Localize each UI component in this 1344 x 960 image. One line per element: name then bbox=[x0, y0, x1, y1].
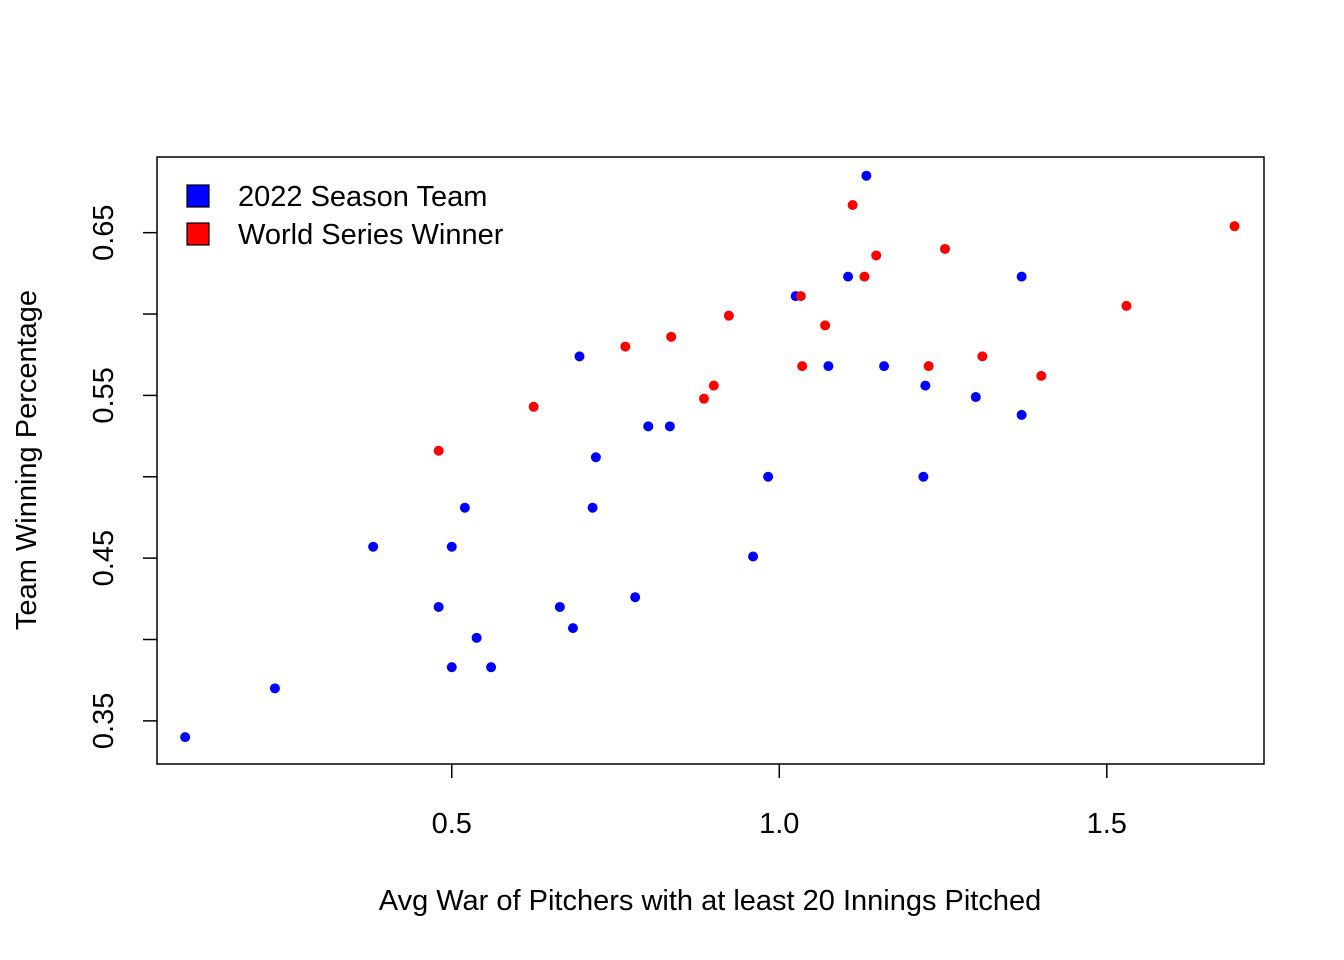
season-team-point bbox=[861, 170, 872, 181]
season-team-point bbox=[970, 392, 981, 403]
season-team-point bbox=[368, 541, 379, 552]
data-points bbox=[180, 170, 1240, 743]
season-team-point bbox=[574, 351, 585, 362]
season-team-point bbox=[879, 361, 890, 372]
world-series-winner-point bbox=[820, 320, 831, 331]
season-team-point bbox=[269, 683, 280, 694]
season-team-point bbox=[664, 421, 675, 432]
season-team-point bbox=[446, 662, 457, 673]
world-series-winner-point bbox=[940, 243, 951, 254]
season-team-point bbox=[567, 623, 578, 634]
season-team-point bbox=[748, 551, 759, 562]
legend-label-season-team: 2022 Season Team bbox=[238, 181, 487, 213]
x-tick-label: 1.5 bbox=[1087, 808, 1127, 840]
plot-frame bbox=[156, 156, 1265, 765]
legend: 2022 Season Team World Series Winner bbox=[186, 181, 504, 251]
world-series-winner-point bbox=[977, 351, 988, 362]
world-series-winner-point bbox=[708, 380, 719, 391]
season-team-point bbox=[486, 662, 497, 673]
world-series-winner-point bbox=[923, 361, 934, 372]
season-team-point bbox=[1016, 271, 1027, 282]
y-axis: 0.35 0.45 0.55 0.65 bbox=[88, 204, 157, 749]
world-series-winner-point bbox=[797, 361, 808, 372]
y-tick-label: 0.65 bbox=[88, 204, 120, 260]
world-series-winner-point bbox=[1121, 300, 1132, 311]
world-series-winner-point bbox=[795, 291, 806, 302]
world-series-winner-point bbox=[666, 331, 677, 342]
legend-label-world-series-winner: World Series Winner bbox=[238, 219, 504, 251]
world-series-winner-point bbox=[859, 271, 870, 282]
x-axis-title: Avg War of Pitchers with at least 20 Inn… bbox=[379, 885, 1042, 917]
world-series-winner-point bbox=[620, 341, 631, 352]
world-series-winner-point bbox=[847, 200, 858, 211]
season-team-point bbox=[446, 541, 457, 552]
season-team-point bbox=[459, 502, 470, 513]
season-team-point bbox=[643, 421, 654, 432]
season-team-point bbox=[433, 601, 444, 612]
world-series-winner-point bbox=[871, 250, 882, 261]
season-team-point bbox=[590, 452, 601, 463]
world-series-winner-point bbox=[698, 393, 709, 404]
world-series-winner-point bbox=[1036, 370, 1047, 381]
season-team-point bbox=[843, 271, 854, 282]
season-team-point bbox=[554, 601, 565, 612]
x-tick-label: 1.0 bbox=[759, 808, 799, 840]
world-series-winner-point bbox=[528, 401, 539, 412]
season-team-point bbox=[471, 632, 482, 643]
y-tick-label: 0.35 bbox=[88, 693, 120, 749]
season-team-point bbox=[587, 502, 598, 513]
x-axis: 0.5 1.0 1.5 bbox=[432, 764, 1127, 840]
season-team-point bbox=[180, 732, 191, 743]
season-team-point bbox=[1016, 409, 1027, 420]
world-series-winner-point bbox=[433, 445, 444, 456]
season-team-point bbox=[630, 592, 641, 603]
legend-swatch-season-team bbox=[186, 184, 210, 208]
legend-swatch-world-series-winner bbox=[186, 222, 210, 246]
season-team-point bbox=[823, 361, 834, 372]
season-team-point bbox=[920, 380, 931, 391]
y-axis-title: Team Winning Percentage bbox=[11, 290, 43, 630]
y-tick-label: 0.55 bbox=[88, 367, 120, 423]
world-series-winner-point bbox=[1229, 221, 1240, 232]
season-team-point bbox=[918, 471, 929, 482]
x-tick-label: 0.5 bbox=[432, 808, 472, 840]
y-tick-label: 0.45 bbox=[88, 530, 120, 586]
season-team-point bbox=[763, 471, 774, 482]
world-series-winner-point bbox=[723, 310, 734, 321]
